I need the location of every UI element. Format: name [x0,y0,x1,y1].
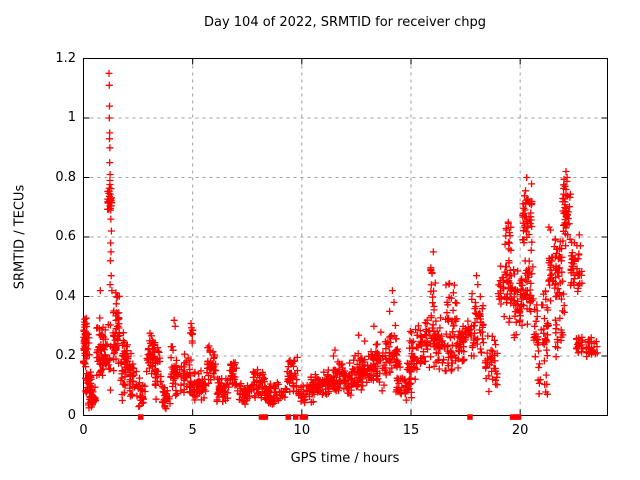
x-tick-label: 15 [402,423,420,438]
scatter-points [80,69,601,413]
baseline-flag-marker [302,414,309,420]
y-tick-label: 0.8 [55,169,76,185]
baseline-flag-marker [467,414,473,420]
baseline-flag-marker [509,414,516,420]
baseline-flag-marker [285,414,291,420]
y-tick-label: 0.6 [55,229,76,244]
baseline-flag-marker [262,414,269,420]
chart-title: Day 104 of 2022, SRMTID for receiver chp… [203,15,487,30]
x-tick-label: 5 [188,423,197,438]
baseline-flag-marker [293,414,299,420]
baseline-flag-marker [513,414,519,420]
x-tick-label: 0 [79,423,88,438]
y-tick-label: 1 [67,110,76,125]
y-tick-label: 0.2 [55,348,76,363]
baseline-flag-marker [299,414,305,420]
x-tick-label: 20 [511,423,529,438]
y-tick-label: 0.4 [55,288,76,304]
x-axis-label: GPS time / hours [290,451,400,466]
baseline-flag-marker [258,414,265,420]
baseline-flag-marker [138,414,144,420]
y-tick-label: 1.2 [55,50,76,66]
x-tick-label: 10 [293,423,311,438]
baseline-flag-marker [515,414,522,420]
y-tick-label: 0 [67,407,76,423]
